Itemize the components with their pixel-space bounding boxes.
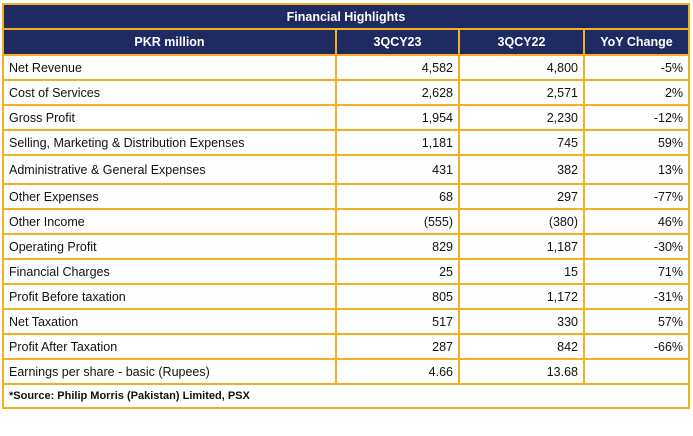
table-row: Other Income (555) (380) 46%: [2, 208, 691, 235]
header-yoy-change: YoY Change: [582, 28, 691, 56]
value-yoy: 46%: [582, 208, 691, 235]
value-3qcy23: 2,628: [335, 79, 460, 106]
table-row: Earnings per share - basic (Rupees) 4.66…: [2, 358, 691, 385]
value-3qcy22: 2,230: [458, 104, 585, 131]
row-label: Profit After Taxation: [2, 333, 337, 360]
table-row: Net Revenue 4,582 4,800 -5%: [2, 54, 691, 81]
row-label: Administrative & General Expenses: [2, 154, 337, 185]
table-row: Cost of Services 2,628 2,571 2%: [2, 79, 691, 106]
value-3qcy22: 13.68: [458, 358, 585, 385]
row-label: Other Expenses: [2, 183, 337, 210]
value-yoy: -5%: [582, 54, 691, 81]
value-3qcy23: 829: [335, 233, 460, 260]
value-yoy: 2%: [582, 79, 691, 106]
value-3qcy23: 68: [335, 183, 460, 210]
value-yoy: -66%: [582, 333, 691, 360]
row-label: Net Revenue: [2, 54, 337, 81]
table-row: Operating Profit 829 1,187 -30%: [2, 233, 691, 260]
value-3qcy22: 1,172: [458, 283, 585, 310]
value-yoy: -30%: [582, 233, 691, 260]
value-3qcy22: 745: [458, 129, 585, 156]
value-3qcy22: 15: [458, 258, 585, 285]
value-3qcy22: 382: [458, 154, 585, 185]
financial-highlights-table: Financial Highlights PKR million 3QCY23 …: [1, 3, 691, 409]
table-row: Profit After Taxation 287 842 -66%: [2, 333, 691, 360]
value-3qcy22: 1,187: [458, 233, 585, 260]
row-label: Selling, Marketing & Distribution Expens…: [2, 129, 337, 156]
table-row: Gross Profit 1,954 2,230 -12%: [2, 104, 691, 131]
value-3qcy23: 287: [335, 333, 460, 360]
value-3qcy22: 4,800: [458, 54, 585, 81]
value-3qcy22: 297: [458, 183, 585, 210]
value-3qcy22: 330: [458, 308, 585, 335]
row-label: Profit Before taxation: [2, 283, 337, 310]
value-3qcy23: 4.66: [335, 358, 460, 385]
value-yoy: 71%: [582, 258, 691, 285]
value-3qcy23: 25: [335, 258, 460, 285]
value-yoy: -12%: [582, 104, 691, 131]
value-3qcy23: 431: [335, 154, 460, 185]
table-row: Selling, Marketing & Distribution Expens…: [2, 129, 691, 156]
value-3qcy23: 517: [335, 308, 460, 335]
value-yoy: -77%: [582, 183, 691, 210]
header-pkr-million: PKR million: [2, 28, 337, 56]
table-row: Financial Charges 25 15 71%: [2, 258, 691, 285]
table-header-row: PKR million 3QCY23 3QCY22 YoY Change: [2, 28, 691, 56]
header-3qcy23: 3QCY23: [335, 28, 460, 56]
header-3qcy22: 3QCY22: [458, 28, 585, 56]
table-row: Profit Before taxation 805 1,172 -31%: [2, 283, 691, 310]
row-label: Other Income: [2, 208, 337, 235]
source-row: *Source: Philip Morris (Pakistan) Limite…: [1, 383, 691, 409]
value-3qcy22: 2,571: [458, 79, 585, 106]
value-3qcy22: 842: [458, 333, 585, 360]
value-yoy: [582, 358, 691, 385]
row-label: Financial Charges: [2, 258, 337, 285]
value-3qcy22: (380): [458, 208, 585, 235]
value-yoy: 13%: [582, 154, 691, 185]
source-note: *Source: Philip Morris (Pakistan) Limite…: [1, 383, 691, 409]
value-3qcy23: 1,181: [335, 129, 460, 156]
value-3qcy23: 1,954: [335, 104, 460, 131]
table-row: Administrative & General Expenses 431 38…: [2, 154, 691, 185]
financial-highlights-table-wrapper: Financial Highlights PKR million 3QCY23 …: [1, 3, 691, 409]
value-3qcy23: (555): [335, 208, 460, 235]
value-yoy: 59%: [582, 129, 691, 156]
value-yoy: -31%: [582, 283, 691, 310]
table-title: Financial Highlights: [1, 3, 691, 30]
table-row: Net Taxation 517 330 57%: [2, 308, 691, 335]
row-label: Gross Profit: [2, 104, 337, 131]
table-row: Other Expenses 68 297 -77%: [2, 183, 691, 210]
row-label: Net Taxation: [2, 308, 337, 335]
value-3qcy23: 805: [335, 283, 460, 310]
row-label: Cost of Services: [2, 79, 337, 106]
row-label: Operating Profit: [2, 233, 337, 260]
value-yoy: 57%: [582, 308, 691, 335]
table-title-row: Financial Highlights: [1, 3, 691, 30]
value-3qcy23: 4,582: [335, 54, 460, 81]
row-label: Earnings per share - basic (Rupees): [2, 358, 337, 385]
